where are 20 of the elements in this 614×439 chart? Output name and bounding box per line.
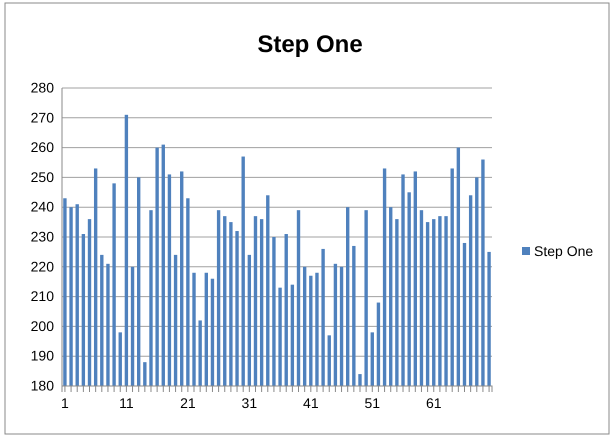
y-tick-label: 270: [30, 109, 54, 126]
y-tick-label: 210: [30, 288, 54, 304]
y-tick-label: 280: [30, 79, 54, 96]
y-tick-label: 180: [30, 377, 54, 394]
y-tick-label: 250: [30, 168, 54, 185]
x-tick-label: 41: [303, 394, 319, 411]
x-tick-label: 31: [242, 394, 258, 411]
x-tick-label: 51: [364, 394, 380, 411]
y-tick-label: 230: [30, 228, 54, 244]
x-tick-label: 1: [61, 394, 70, 411]
x-tick-label: 61: [426, 394, 442, 411]
x-tick-label: 21: [180, 394, 196, 411]
y-tick-label: 200: [30, 318, 54, 334]
chart-title: Step One: [257, 31, 363, 58]
legend-label: Step One: [534, 243, 594, 259]
y-tick-label: 190: [30, 348, 54, 364]
y-tick-label: 220: [30, 258, 54, 274]
y-tick-label: 240: [30, 198, 54, 215]
y-tick-label: 260: [30, 139, 54, 156]
x-tick-label: 11: [119, 394, 134, 411]
